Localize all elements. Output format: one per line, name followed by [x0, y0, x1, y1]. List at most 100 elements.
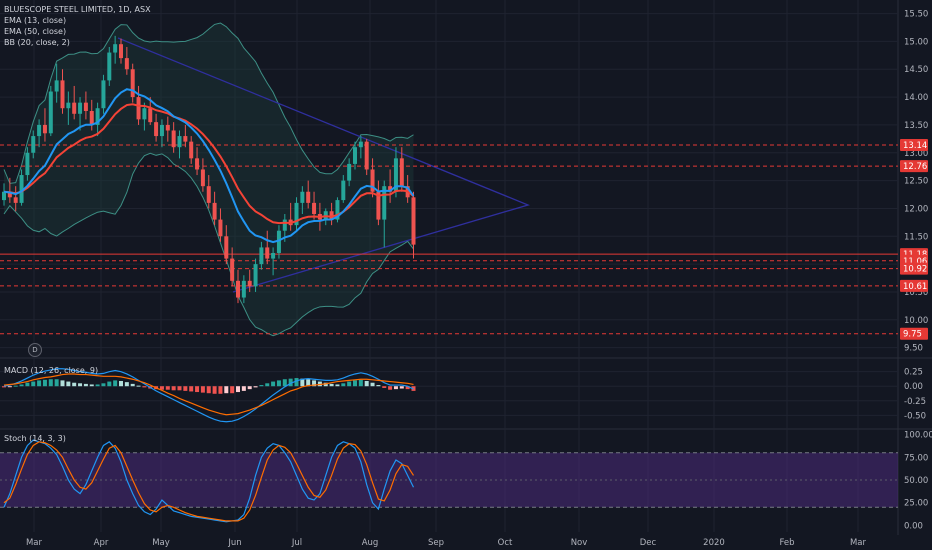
candle-body	[124, 58, 129, 70]
price-level-tag: 12.76	[900, 160, 928, 173]
bb-legend[interactable]: BB (20, close, 2)	[4, 38, 70, 47]
macd-histogram-bar	[142, 386, 147, 388]
candle-body	[399, 158, 404, 187]
macd-tick-label: 0.25	[904, 368, 923, 378]
price-tick-label: 11.50	[904, 232, 928, 242]
candle-body	[54, 80, 59, 92]
macd-histogram-bar	[282, 379, 287, 387]
macd-histogram-bar	[276, 380, 281, 387]
candle-body	[265, 247, 270, 259]
candle-body	[358, 141, 363, 148]
stoch-tick-label: 100.00	[904, 431, 932, 441]
macd-histogram-bar	[124, 382, 129, 387]
candle-body	[13, 197, 18, 203]
macd-histogram-bar	[329, 383, 334, 387]
candle-body	[306, 191, 311, 203]
candle-body	[259, 247, 264, 265]
stoch-tick-label: 25.00	[904, 499, 928, 509]
macd-histogram-bar	[341, 383, 346, 387]
candle-body	[335, 200, 340, 220]
candle-body	[78, 102, 83, 114]
macd-histogram-bar	[224, 386, 229, 394]
macd-signal-line	[3, 373, 414, 416]
ema13-legend[interactable]: EMA (13, close)	[4, 16, 67, 25]
macd-histogram-bar	[177, 386, 182, 391]
macd-histogram-bar	[60, 380, 65, 387]
price-tag-label: 9.75	[903, 330, 922, 340]
macd-histogram-bar	[136, 385, 141, 387]
macd-histogram-bar	[200, 386, 205, 393]
stoch-band	[0, 452, 898, 508]
macd-histogram-bar	[130, 383, 135, 387]
candle-body	[142, 108, 147, 120]
macd-histogram-bar	[259, 385, 264, 387]
candle-body	[271, 252, 276, 259]
stoch-tick-label: 0.00	[904, 521, 923, 531]
price-tag-bg	[900, 327, 928, 340]
candle-body	[382, 186, 387, 220]
price-tick-label: 14.00	[904, 93, 928, 103]
macd-histogram-bar	[7, 386, 12, 388]
dividend-badge[interactable]: D	[28, 343, 42, 357]
candle-body	[42, 124, 47, 134]
candle-body	[230, 258, 235, 281]
macd-histogram-bar	[72, 382, 77, 387]
candle-body	[200, 169, 205, 187]
month-label: Sep	[428, 538, 444, 548]
ema50-legend[interactable]: EMA (50, close)	[4, 27, 67, 36]
candle-body	[2, 191, 6, 201]
symbol-title[interactable]: BLUESCOPE STEEL LIMITED, 1D, ASX	[4, 5, 151, 14]
macd-histogram-bar	[399, 386, 404, 389]
candle-body	[107, 52, 112, 81]
candle-body	[130, 69, 135, 98]
macd-title[interactable]: MACD (12, 26, close, 9)	[4, 366, 99, 375]
stoch-pane[interactable]	[0, 439, 898, 523]
candle-body	[347, 163, 352, 181]
macd-histogram-bar	[113, 380, 118, 387]
stoch-title[interactable]: Stoch (14, 3, 3)	[4, 434, 66, 443]
candle-body	[60, 80, 65, 109]
candle-body	[66, 102, 71, 109]
macd-pane[interactable]	[2, 368, 416, 423]
stoch-tick-label: 75.00	[904, 453, 928, 463]
candle-body	[113, 44, 118, 53]
macd-histogram-bar	[347, 381, 352, 387]
price-tick-label: 15.00	[904, 37, 928, 47]
candle-body	[312, 202, 317, 215]
candle-body	[376, 191, 381, 220]
candle-body	[195, 158, 200, 170]
price-tick-label: 12.50	[904, 177, 928, 187]
price-pane[interactable]	[0, 22, 898, 337]
macd-histogram-bar	[95, 384, 100, 387]
month-label: Jun	[227, 538, 241, 548]
macd-histogram-bar	[107, 381, 112, 387]
triangle-pattern-upper	[117, 37, 530, 293]
price-tag-label: 12.76	[903, 162, 927, 172]
month-label: Apr	[94, 538, 109, 548]
candle-body	[329, 211, 334, 220]
macd-histogram-bar	[159, 386, 164, 390]
candle-body	[189, 141, 194, 159]
macd-histogram-bar	[364, 380, 369, 387]
stoch-k-line	[3, 439, 415, 523]
price-tag-label: 10.61	[903, 282, 927, 292]
candle-body	[37, 124, 42, 137]
macd-histogram-bar	[358, 379, 363, 387]
macd-histogram-bar	[236, 386, 240, 393]
candle-body	[177, 136, 182, 148]
candle-body	[282, 219, 287, 231]
macd-histogram-bar	[83, 383, 88, 387]
candle-body	[48, 91, 53, 134]
candle-body	[25, 152, 30, 176]
macd-histogram-bar	[265, 383, 270, 387]
month-label: Jul	[291, 538, 302, 548]
candle-body	[89, 111, 94, 125]
grid-lines	[0, 0, 932, 535]
candle-body	[388, 186, 393, 192]
candle-body	[218, 219, 223, 237]
candle-body	[7, 191, 12, 198]
bollinger-upper	[3, 22, 414, 184]
macd-histogram-bar	[206, 386, 211, 394]
candle-body	[370, 169, 375, 192]
